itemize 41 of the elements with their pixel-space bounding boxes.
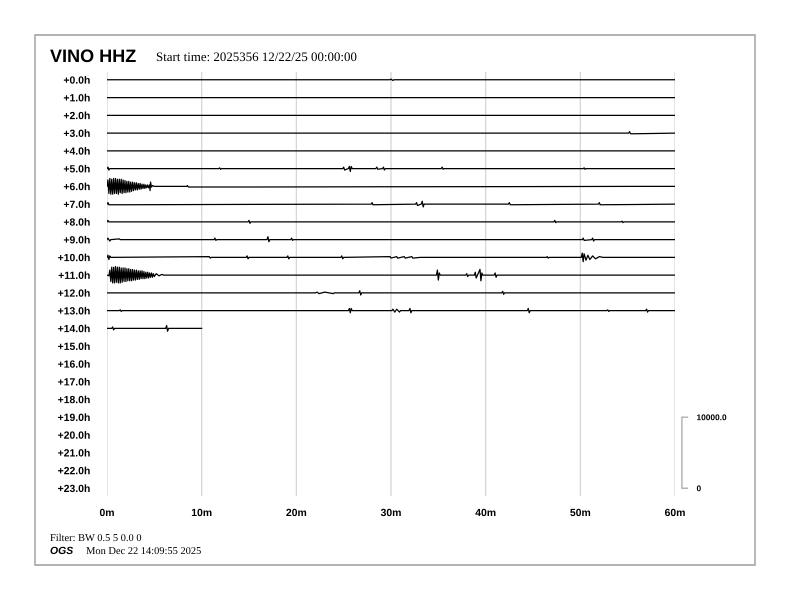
y-tick-label: +20.0h <box>58 431 90 439</box>
x-tick-label: 10m <box>192 508 212 516</box>
y-tick-label: +23.0h <box>58 484 90 492</box>
y-tick-label: +11.0h <box>58 271 90 279</box>
x-tick-label: 30m <box>380 508 401 516</box>
line-series <box>107 266 675 284</box>
y-tick-label: +16.0h <box>58 360 90 368</box>
y-tick-label: +6.0h <box>64 182 90 190</box>
x-tick-label: 40m <box>475 508 496 516</box>
y-tick-label: +19.0h <box>58 413 90 422</box>
y-tick-label: +18.0h <box>58 396 90 404</box>
x-tick-label: 50m <box>570 508 590 516</box>
y-tick-label: +8.0h <box>64 218 90 226</box>
y-tick-label: +10.0h <box>58 254 90 262</box>
text: Filter: BW 0.5 5 0.0 0 <box>50 534 142 542</box>
chart-title: VINO HHZ <box>50 49 136 62</box>
y-tick-label: +22.0h <box>58 466 90 474</box>
y-tick-label: +3.0h <box>64 129 90 137</box>
y-tick-label: +7.0h <box>64 200 90 208</box>
text: Mon Dec 22 14:09:55 2025 <box>86 547 201 554</box>
x-tick-label: 60m <box>664 508 685 516</box>
y2-tick-label: 10000.0 <box>697 414 726 420</box>
y-tick-label: +12.0h <box>58 289 90 297</box>
text: OGS <box>50 546 74 554</box>
line-series <box>107 252 675 262</box>
y-tick-label: +0.0h <box>64 76 90 84</box>
line-series <box>107 178 675 195</box>
y2-tick-label: 0 <box>696 485 701 492</box>
y-tick-label: +4.0h <box>64 147 90 155</box>
y-tick-label: +14.0h <box>58 324 90 332</box>
y-tick-label: +13.0h <box>58 306 90 315</box>
y-tick-label: +21.0h <box>58 448 90 457</box>
x-tick-label: 20m <box>286 508 306 516</box>
y-tick-label: +17.0h <box>58 378 90 386</box>
y-tick-label: +9.0h <box>64 236 90 244</box>
y-tick-label: +1.0h <box>64 94 90 102</box>
chart-subtitle: Start time: 2025356 12/22/25 00:00:00 <box>156 52 356 62</box>
x-tick-label: 0m <box>100 508 114 516</box>
y-tick-label: +5.0h <box>64 164 90 172</box>
y-tick-label: +2.0h <box>64 112 90 120</box>
y-tick-label: +15.0h <box>58 342 90 350</box>
